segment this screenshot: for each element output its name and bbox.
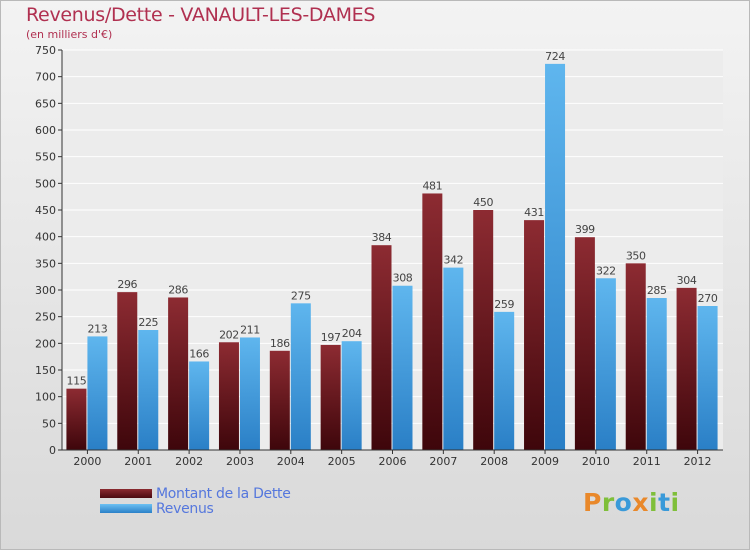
y-tick-label-650: 650: [35, 97, 56, 110]
data-label-revenue-2007: 342: [443, 254, 463, 267]
bar-revenue-2005: [341, 341, 362, 450]
data-label-revenue-2000: 213: [88, 322, 108, 335]
bar-debt-2011: [625, 263, 646, 450]
chart-subtitle: (en milliers d'€): [26, 28, 113, 41]
data-label-debt-2003: 202: [219, 328, 239, 341]
bar-debt-2005: [320, 344, 341, 450]
bar-revenue-2004: [290, 303, 311, 450]
bar-revenue-2011: [646, 298, 667, 450]
bar-debt-2006: [371, 245, 392, 450]
data-label-debt-2009: 431: [524, 206, 544, 219]
legend-item-debt: Montant de la Dette: [100, 485, 291, 502]
data-label-debt-2011: 350: [626, 249, 646, 262]
logo-letter-4: i: [649, 488, 659, 517]
data-label-revenue-2006: 308: [393, 272, 413, 285]
data-label-revenue-2001: 225: [138, 316, 158, 329]
legend-swatch-revenue: [100, 504, 152, 513]
x-tick-label-2008: 2008: [480, 455, 508, 468]
legend-label-revenue: Revenus: [156, 500, 214, 517]
data-label-debt-2008: 450: [473, 196, 493, 209]
y-tick-label-400: 400: [35, 231, 56, 244]
x-tick-label-2000: 2000: [73, 455, 101, 468]
y-tick-label-450: 450: [35, 204, 56, 217]
legend-item-revenue: Revenus: [100, 500, 291, 517]
data-label-debt-2006: 384: [372, 231, 392, 244]
data-label-debt-2010: 399: [575, 223, 595, 236]
x-tick-label-2001: 2001: [124, 455, 152, 468]
chart-title: Revenus/Dette - VANAULT-LES-DAMES: [26, 4, 376, 26]
logo-letter-3: x: [632, 488, 649, 517]
bar-revenue-2010: [595, 278, 616, 450]
x-tick-label-2012: 2012: [684, 455, 712, 468]
proxiti-logo: Proxiti: [583, 488, 680, 517]
y-tick-label-750: 750: [35, 44, 56, 57]
data-label-debt-2004: 186: [270, 337, 290, 350]
legend-label-debt: Montant de la Dette: [156, 485, 291, 502]
bar-revenue-2000: [87, 336, 108, 450]
bar-debt-2010: [574, 237, 595, 450]
bar-revenue-2012: [697, 306, 718, 450]
y-tick-label-0: 0: [49, 444, 56, 457]
bar-debt-2007: [422, 193, 443, 450]
x-tick-label-2003: 2003: [226, 455, 254, 468]
x-tick-label-2009: 2009: [531, 455, 559, 468]
data-label-revenue-2012: 270: [698, 292, 718, 305]
y-tick-label-150: 150: [35, 364, 56, 377]
bar-debt-2000: [66, 388, 87, 450]
bar-debt-2009: [524, 220, 545, 450]
x-tick-label-2006: 2006: [379, 455, 407, 468]
logo-letter-0: P: [583, 488, 602, 517]
logo-letter-6: i: [670, 488, 680, 517]
data-label-revenue-2003: 211: [240, 323, 260, 336]
data-label-revenue-2011: 285: [647, 284, 667, 297]
y-tick-label-50: 50: [42, 417, 56, 430]
data-label-revenue-2002: 166: [189, 347, 209, 360]
bar-debt-2008: [473, 210, 494, 450]
y-tick-label-100: 100: [35, 391, 56, 404]
bar-debt-2012: [676, 287, 697, 450]
bar-revenue-2006: [392, 285, 413, 450]
x-tick-label-2007: 2007: [429, 455, 457, 468]
bar-revenue-2003: [239, 337, 260, 450]
data-label-revenue-2004: 275: [291, 289, 311, 302]
data-label-revenue-2008: 259: [494, 298, 514, 311]
data-label-debt-2001: 296: [117, 278, 137, 291]
data-label-revenue-2005: 204: [342, 327, 362, 340]
logo-letter-2: o: [614, 488, 633, 517]
legend: Montant de la Dette Revenus: [100, 485, 291, 517]
y-tick-label-200: 200: [35, 337, 56, 350]
bar-debt-2002: [168, 297, 189, 450]
legend-swatch-debt: [100, 489, 152, 498]
data-label-debt-2000: 115: [67, 375, 87, 388]
y-tick-label-700: 700: [35, 71, 56, 84]
data-label-revenue-2010: 322: [596, 264, 616, 277]
data-label-debt-2007: 481: [422, 179, 442, 192]
data-label-debt-2005: 197: [321, 331, 341, 344]
bar-revenue-2001: [138, 330, 159, 450]
bar-revenue-2007: [443, 267, 464, 450]
y-tick-label-350: 350: [35, 257, 56, 270]
bar-revenue-2009: [545, 63, 566, 450]
x-tick-label-2004: 2004: [277, 455, 305, 468]
x-tick-label-2002: 2002: [175, 455, 203, 468]
data-label-revenue-2009: 724: [545, 50, 565, 63]
y-tick-label-500: 500: [35, 177, 56, 190]
data-label-debt-2002: 286: [168, 283, 188, 296]
bar-revenue-2008: [494, 311, 515, 450]
x-tick-label-2011: 2011: [633, 455, 661, 468]
bar-debt-2004: [269, 350, 290, 450]
bar-debt-2003: [218, 342, 239, 450]
bar-debt-2001: [117, 292, 138, 450]
y-tick-label-300: 300: [35, 284, 56, 297]
logo-letter-5: t: [658, 488, 671, 517]
x-tick-label-2010: 2010: [582, 455, 610, 468]
y-tick-label-250: 250: [35, 311, 56, 324]
x-tick-label-2005: 2005: [328, 455, 356, 468]
y-tick-label-550: 550: [35, 151, 56, 164]
data-label-debt-2012: 304: [677, 274, 697, 287]
y-tick-label-600: 600: [35, 124, 56, 137]
logo-letter-1: r: [601, 488, 615, 517]
bar-revenue-2002: [189, 361, 210, 450]
